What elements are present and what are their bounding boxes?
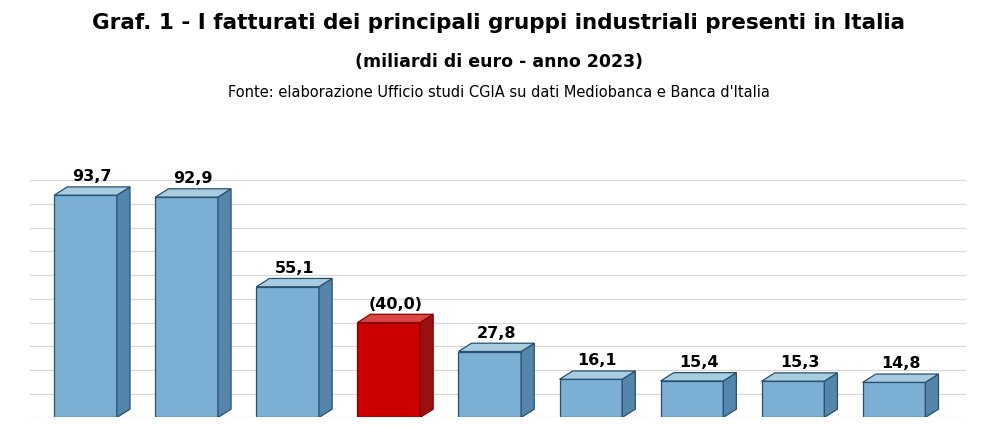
Polygon shape — [218, 189, 232, 417]
Polygon shape — [862, 374, 938, 383]
Polygon shape — [156, 198, 218, 417]
Polygon shape — [661, 381, 724, 417]
Polygon shape — [117, 187, 130, 417]
Text: (40,0): (40,0) — [368, 296, 422, 311]
Polygon shape — [319, 279, 332, 417]
Text: 14,8: 14,8 — [881, 356, 920, 371]
Text: Fonte: elaborazione Ufficio studi CGIA su dati Mediobanca e Banca d'Italia: Fonte: elaborazione Ufficio studi CGIA s… — [229, 85, 769, 100]
Text: 15,3: 15,3 — [779, 354, 819, 369]
Polygon shape — [420, 314, 433, 417]
Text: 15,4: 15,4 — [679, 354, 719, 369]
Polygon shape — [458, 343, 534, 352]
Polygon shape — [661, 373, 737, 381]
Polygon shape — [458, 352, 521, 417]
Polygon shape — [622, 371, 636, 417]
Polygon shape — [862, 383, 925, 417]
Polygon shape — [560, 371, 636, 380]
Polygon shape — [925, 374, 938, 417]
Text: 93,7: 93,7 — [72, 169, 112, 184]
Polygon shape — [560, 380, 622, 417]
Polygon shape — [256, 287, 319, 417]
Polygon shape — [256, 279, 332, 287]
Polygon shape — [824, 373, 837, 417]
Text: (miliardi di euro - anno 2023): (miliardi di euro - anno 2023) — [355, 53, 643, 71]
Polygon shape — [724, 373, 737, 417]
Text: Graf. 1 - I fatturati dei principali gruppi industriali presenti in Italia: Graf. 1 - I fatturati dei principali gru… — [93, 13, 905, 33]
Text: 55,1: 55,1 — [274, 260, 314, 275]
Polygon shape — [357, 314, 433, 323]
Text: 16,1: 16,1 — [578, 353, 617, 368]
Polygon shape — [357, 323, 420, 417]
Polygon shape — [521, 343, 534, 417]
Polygon shape — [156, 189, 232, 198]
Polygon shape — [761, 373, 837, 381]
Text: 27,8: 27,8 — [477, 325, 516, 340]
Polygon shape — [54, 187, 130, 196]
Polygon shape — [54, 196, 117, 417]
Polygon shape — [761, 381, 824, 417]
Text: 92,9: 92,9 — [174, 171, 213, 186]
